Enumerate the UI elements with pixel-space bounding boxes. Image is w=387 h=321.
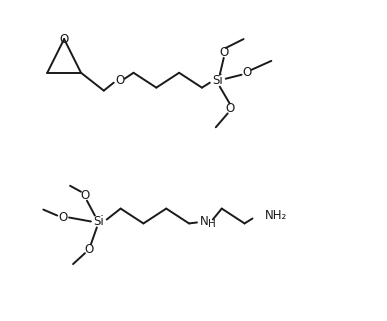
Text: O: O [242, 66, 251, 79]
Text: O: O [84, 243, 94, 256]
Text: NH₂: NH₂ [265, 209, 288, 222]
Text: Si: Si [93, 215, 104, 228]
Text: O: O [115, 74, 124, 87]
Text: Si: Si [212, 74, 223, 87]
Text: H: H [208, 220, 216, 230]
Text: O: O [58, 211, 68, 224]
Text: O: O [60, 32, 69, 46]
Text: O: O [80, 189, 89, 202]
Text: O: O [225, 102, 234, 115]
Text: O: O [219, 47, 228, 59]
Text: N: N [200, 215, 208, 228]
